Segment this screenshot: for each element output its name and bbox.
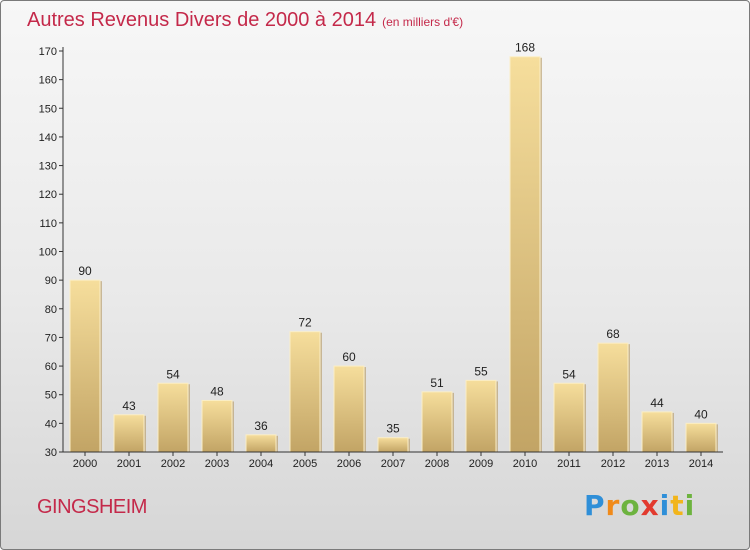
bars: 90 43 54 48 36 72 60 35 51 55 168 54 68 44 40 [69,41,718,453]
chart-title-text: Autres Revenus Divers de 2000 à 2014 [27,9,377,31]
bar [113,414,145,453]
bar [421,391,453,453]
data-label: 40 [694,407,708,421]
y-tick-label: 70 [45,332,57,344]
bar [333,365,365,453]
data-label: 54 [562,367,576,381]
bar [289,331,321,453]
bar [245,434,277,453]
bar [69,279,101,453]
y-axis: 30 40 50 60 70 80 90 100 110 120 130 140 150 160 170 [39,46,64,459]
y-tick-label: 170 [39,46,57,58]
data-label: 72 [298,316,312,330]
chart-subtitle: (en milliers d'€) [382,15,464,29]
data-label: 51 [430,376,444,390]
data-label: 48 [210,384,224,398]
bar [553,382,585,453]
x-tick-label: 2014 [689,458,713,470]
x-tick-label: 2009 [469,458,493,470]
y-tick-label: 50 [45,390,57,402]
bar [377,437,409,453]
x-tick-label: 2013 [645,458,669,470]
bar [685,422,717,453]
x-tick-label: 2005 [293,458,317,470]
y-tick-label: 120 [39,189,57,201]
data-label: 35 [386,422,400,436]
bar [465,379,497,453]
chart-title: Autres Revenus Divers de 2000 à 2014 (en … [27,9,463,32]
data-label: 36 [254,419,268,433]
x-tick-label: 2001 [117,458,141,470]
bar [509,56,541,453]
place-name: GINGSHEIM [37,496,147,518]
y-tick-label: 90 [45,275,57,287]
y-tick-label: 130 [39,161,57,173]
y-tick-label: 160 [39,75,57,87]
y-tick-label: 140 [39,132,57,144]
x-tick-label: 2004 [249,458,273,470]
y-tick-label: 40 [45,418,57,430]
y-tick-label: 150 [39,103,57,115]
data-label: 90 [78,264,92,278]
x-tick-label: 2010 [513,458,537,470]
proxiti-logo: Proxiti [584,489,696,522]
x-tick-label: 2003 [205,458,229,470]
bar [641,411,673,453]
data-label: 44 [650,396,664,410]
data-label: 55 [474,364,488,378]
y-tick-label: 100 [39,247,57,259]
bar [201,399,233,453]
data-label: 54 [166,367,180,381]
x-tick-label: 2002 [161,458,185,470]
data-label: 60 [342,350,356,364]
x-tick-label: 2006 [337,458,361,470]
x-axis: 2000 2001 2002 2003 2004 2005 2006 2007 2008 2009… [63,451,723,470]
x-tick-label: 2008 [425,458,449,470]
x-tick-label: 2007 [381,458,405,470]
bar [597,342,629,453]
x-tick-label: 2011 [557,458,581,470]
x-tick-label: 2000 [73,458,97,470]
y-tick-label: 110 [39,218,57,230]
y-tick-label: 60 [45,361,57,373]
data-label: 168 [515,41,535,55]
y-tick-label: 80 [45,304,57,316]
data-label: 43 [122,399,136,413]
bar [157,382,189,453]
y-tick-label: 30 [45,447,57,459]
data-label: 68 [606,327,620,341]
x-tick-label: 2012 [601,458,625,470]
